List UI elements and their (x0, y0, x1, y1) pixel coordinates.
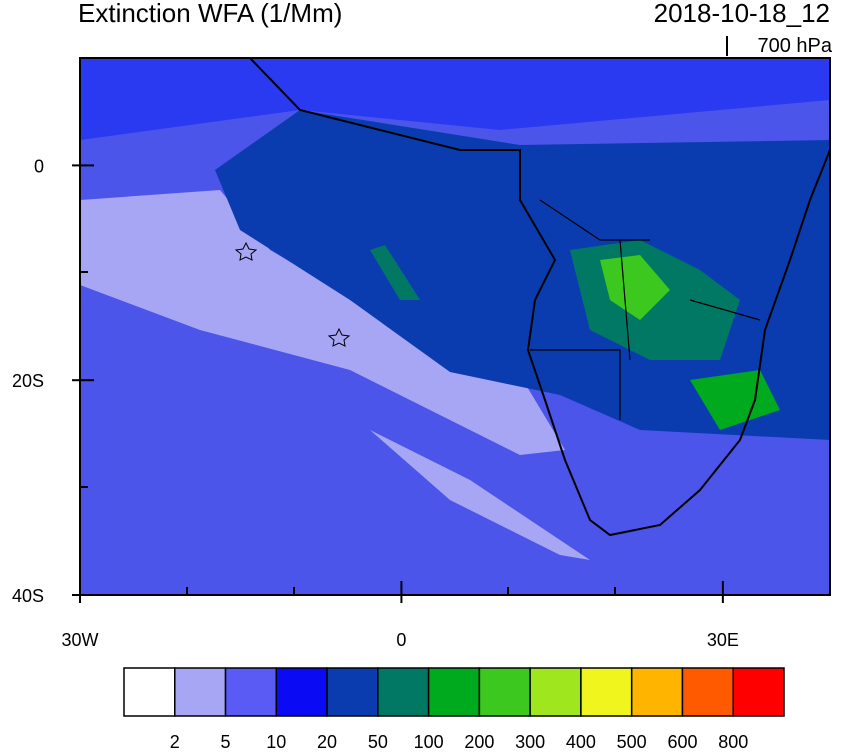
light-band (80, 190, 565, 455)
colorbar-label: 2 (170, 732, 180, 750)
site-marker (234, 241, 258, 261)
colorbar-swatch (529, 667, 582, 717)
colorbar-swatch (681, 667, 734, 717)
colorbar-swatch (224, 667, 278, 717)
colorbar-label: 200 (464, 732, 494, 750)
colorbar-swatch (732, 667, 785, 717)
green-patch (600, 255, 670, 320)
colorbar-label: 800 (718, 732, 748, 750)
colorbar-swatch (326, 667, 379, 717)
colorbar-label: 20 (317, 732, 337, 750)
colorbar-swatch (123, 667, 176, 717)
site-marker (327, 327, 351, 347)
map-frame (79, 57, 831, 596)
north-field (80, 58, 830, 140)
colorbar-label: 10 (266, 732, 286, 750)
teal-patch (370, 245, 420, 300)
y-tick-label: 0 (34, 156, 44, 176)
borders (530, 199, 761, 420)
colorbar-swatch (630, 667, 684, 717)
map-field (80, 57, 831, 595)
colorbar-swatch (174, 667, 227, 717)
coastline (249, 57, 831, 537)
map-title: Extinction WFA (1/Mm) (78, 0, 342, 28)
colorbar-label: 100 (414, 732, 444, 750)
colorbar-label: 400 (566, 732, 596, 750)
colorbar-label: 600 (667, 732, 697, 750)
colorbar-label: 300 (515, 732, 545, 750)
x-tick-label: 30W (61, 630, 98, 650)
colorbar-swatch (377, 667, 430, 717)
y-tick-label: 20S (12, 371, 44, 391)
map-time: 2018-10-18_12 (654, 0, 830, 28)
colorbar-label: 500 (617, 732, 647, 750)
map-level: 700 hPa (757, 35, 832, 57)
minor-ticks (80, 57, 831, 595)
light-streak (370, 430, 590, 560)
colorbar-swatch (478, 667, 531, 717)
colorbar-label: 50 (368, 732, 388, 750)
colorbar-label: 5 (221, 732, 231, 750)
y-tick-label: 40S (12, 586, 44, 606)
x-tick-label: 30E (707, 630, 739, 650)
colorbar-swatch (275, 667, 328, 717)
x-tick-label: 0 (396, 630, 406, 650)
colorbar-swatch (580, 667, 633, 717)
colorbar-swatch (427, 667, 481, 717)
